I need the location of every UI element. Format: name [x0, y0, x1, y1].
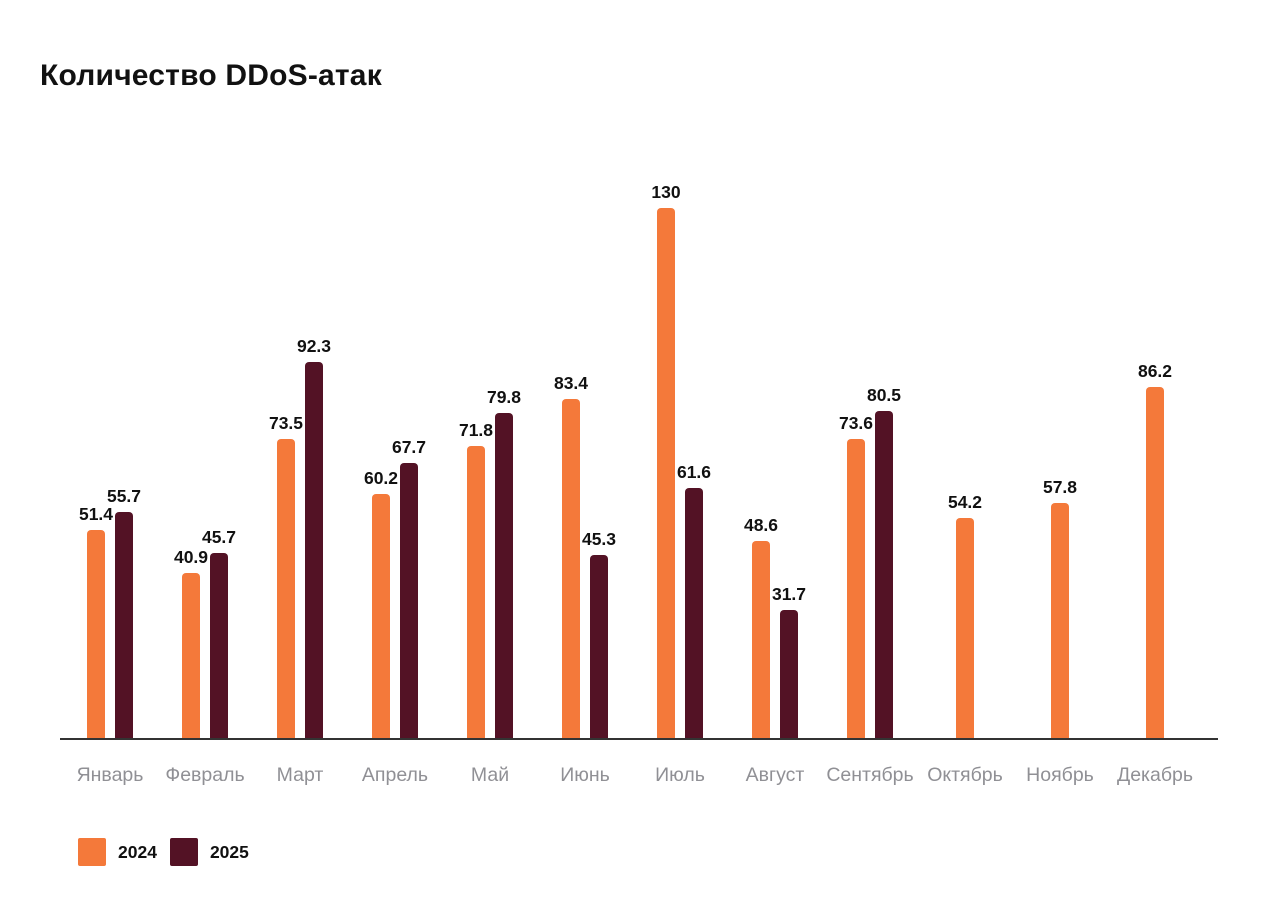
legend-item-2024: 2024: [78, 838, 157, 866]
x-tick-label-Сентябрь: Сентябрь: [826, 764, 914, 786]
legend-swatch-2025: [169, 838, 198, 866]
value-label-2024-Май: 71.8: [458, 420, 494, 440]
value-label-2024-Март: 73.5: [268, 413, 304, 433]
x-axis-labels: Январь Февраль Март Апрель Май Июнь Июль Август…: [60, 764, 1218, 794]
bar-2025-Январь: [115, 512, 133, 740]
x-tick-label-Март: Март: [276, 764, 324, 786]
value-label-2025-Январь: 55.7: [106, 486, 142, 506]
bar-2024-Январь: [87, 530, 105, 740]
legend-swatch-2024: [78, 838, 106, 866]
bar-2025-Июль: [685, 488, 703, 740]
value-label-2024-Октябрь: 54.2: [947, 492, 983, 512]
value-label-2024-Ноябрь: 57.8: [1042, 477, 1078, 497]
bar-2025-Май: [495, 413, 513, 740]
x-axis-line: [60, 738, 1218, 740]
bar-2024-Октябрь: [956, 518, 974, 740]
x-tick-label-Февраль: Февраль: [165, 764, 245, 786]
bar-2024-Сентябрь: [847, 439, 865, 740]
legend-label-2024: 2024: [118, 841, 157, 862]
legend-item-2025: 2025: [169, 838, 249, 866]
value-label-2025-Сентябрь: 80.5: [866, 385, 902, 405]
x-tick-label-Июль: Июль: [655, 764, 705, 786]
x-tick-label-Август: Август: [745, 764, 805, 786]
value-label-2024-Февраль: 40.9: [173, 547, 209, 567]
value-label-2024-Август: 48.6: [743, 515, 779, 535]
bar-2025-Сентябрь: [875, 411, 893, 740]
bar-2024-Июль: [657, 208, 675, 740]
bar-2024-Май: [467, 446, 485, 740]
bar-2024-Март: [277, 439, 295, 740]
legend: 2024 2025: [78, 838, 249, 866]
bar-2024-Декабрь: [1146, 387, 1164, 740]
x-tick-label-Ноябрь: Ноябрь: [1026, 764, 1094, 786]
value-label-2025-Март: 92.3: [296, 336, 332, 356]
value-label-2025-Февраль: 45.7: [201, 527, 237, 547]
value-label-2024-Сентябрь: 73.6: [838, 413, 874, 433]
x-tick-label-Апрель: Апрель: [361, 764, 429, 786]
bar-2025-Август: [780, 610, 798, 740]
bar-2024-Июнь: [562, 399, 580, 740]
value-label-2025-Июль: 61.6: [676, 462, 712, 482]
bar-2024-Август: [752, 541, 770, 740]
chart-title: Количество DDoS-атак: [40, 59, 382, 92]
value-label-2024-Июль: 130: [651, 182, 681, 202]
bar-2025-Февраль: [210, 553, 228, 740]
value-label-2024-Январь: 51.4: [78, 504, 114, 524]
x-tick-label-Май: Май: [470, 764, 510, 786]
bar-2025-Март: [305, 362, 323, 740]
bar-2024-Ноябрь: [1051, 503, 1069, 740]
value-label-2025-Август: 31.7: [771, 584, 807, 604]
legend-label-2025: 2025: [209, 841, 249, 862]
value-label-2024-Декабрь: 86.2: [1137, 361, 1173, 381]
x-tick-label-Январь: Январь: [76, 764, 144, 786]
value-label-2024-Апрель: 60.2: [363, 468, 399, 488]
x-tick-label-Октябрь: Октябрь: [927, 764, 1003, 786]
value-label-2025-Апрель: 67.7: [391, 437, 427, 457]
bar-2025-Июнь: [590, 555, 608, 740]
x-tick-label-Июнь: Июнь: [560, 764, 610, 786]
bar-2024-Февраль: [182, 573, 200, 740]
bar-2025-Апрель: [400, 463, 418, 740]
plot-area: 51.4 55.7 40.9 45.7 73.5 92.3 60.2 67.7 71.8 79.8…: [60, 180, 1218, 740]
x-tick-label-Декабрь: Декабрь: [1116, 764, 1194, 786]
value-label-2025-Июнь: 45.3: [581, 529, 617, 549]
value-label-2025-Май: 79.8: [486, 387, 522, 407]
bar-2024-Апрель: [372, 494, 390, 740]
value-label-2024-Июнь: 83.4: [553, 373, 589, 393]
